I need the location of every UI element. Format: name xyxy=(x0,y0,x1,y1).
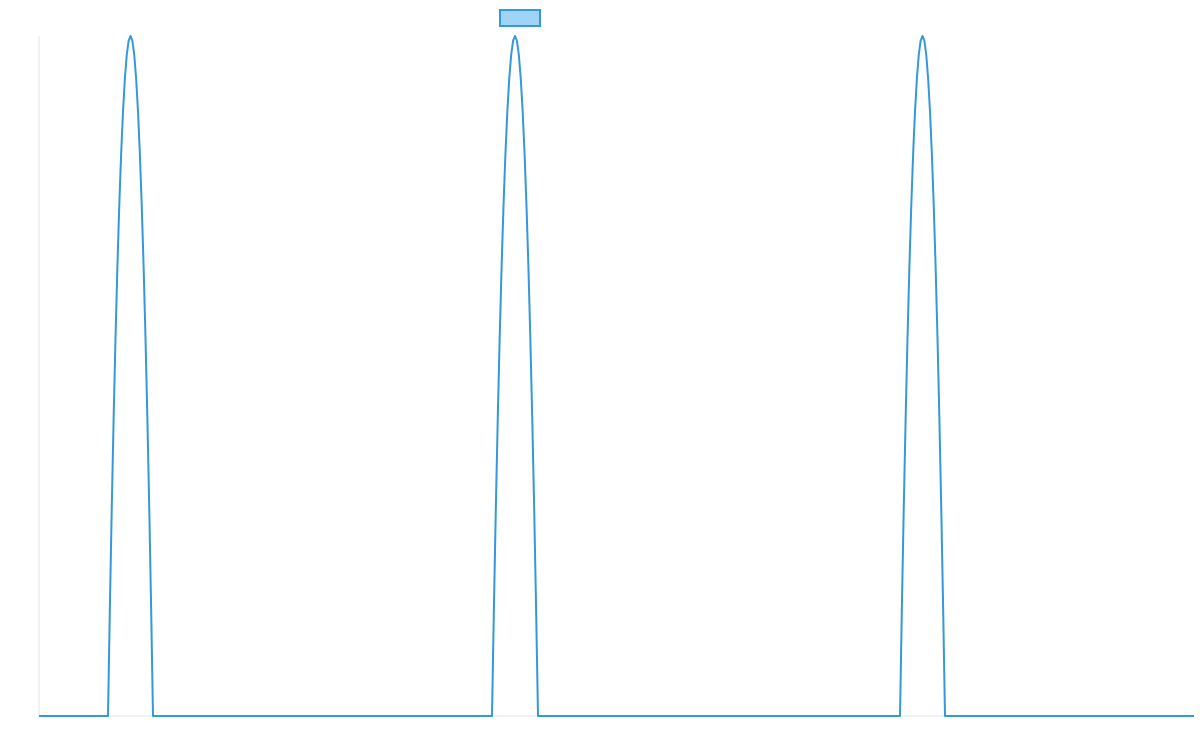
legend[interactable] xyxy=(499,9,541,27)
series-line-0 xyxy=(39,35,1194,717)
legend-swatch[interactable] xyxy=(499,9,541,27)
axes xyxy=(38,36,1194,717)
series-layer xyxy=(39,35,1194,717)
